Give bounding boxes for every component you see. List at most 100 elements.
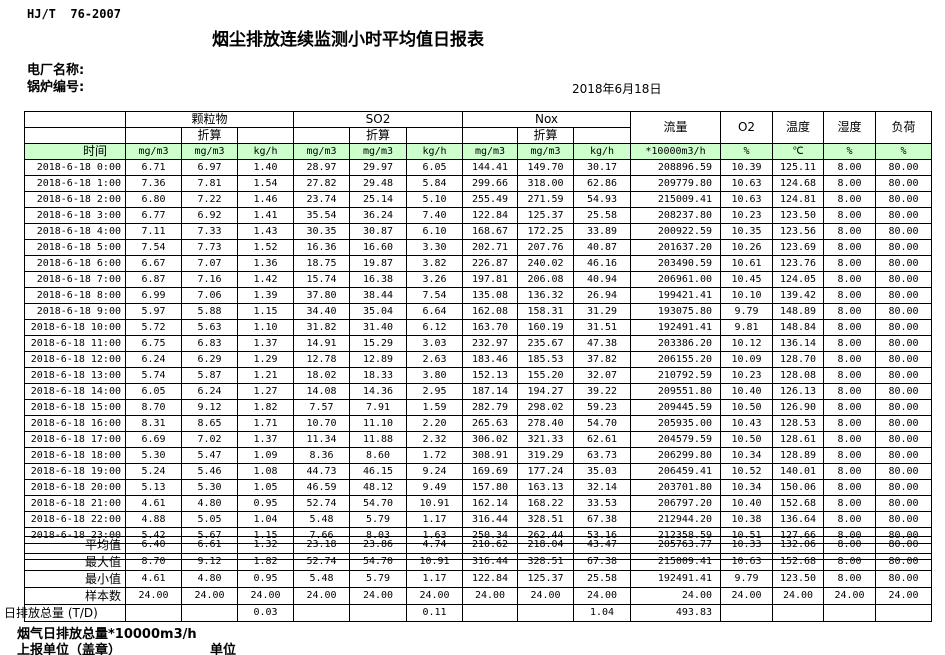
value-cell: 80.00 [875,271,932,288]
value-cell: 24.00 [875,587,932,605]
value-cell: 28.97 [293,159,350,176]
value-cell: 321.33 [517,431,574,448]
value-cell: 8.00 [823,495,876,512]
value-cell: 5.24 [125,463,182,480]
table-row: 2018-6-18 6:00 6.67 7.07 1.36 18.75 19.87 3.82… [24,255,932,272]
plant-name-label: 电厂名称: [27,63,85,78]
value-cell: 3.80 [406,367,463,384]
value-cell: 319.29 [517,447,574,464]
value-cell: 3.30 [406,239,463,256]
value-cell: 7.11 [125,223,182,240]
unit-cell: kg/h [573,143,631,160]
value-cell: 169.69 [462,463,518,480]
value-cell: 200922.59 [630,223,721,240]
unit-cell: mg/m3 [293,143,350,160]
value-cell: 39.22 [573,383,631,400]
value-cell: 1.08 [237,463,294,480]
value-cell: 1.71 [237,415,294,432]
value-cell: 7.06 [181,287,238,304]
value-cell: 10.40 [720,383,773,400]
value-cell: 54.70 [349,553,407,571]
value-cell: 8.00 [823,287,876,304]
col-group-particulate: 颗粒物 [125,111,294,128]
value-cell: 208896.59 [630,159,721,176]
value-cell: 7.07 [181,255,238,272]
header-empty-cell [24,111,126,128]
unit-cell: kg/h [406,143,463,160]
value-cell: 37.82 [573,351,631,368]
header-empty-cell [125,127,182,144]
value-cell: 1.59 [406,399,463,416]
value-cell: 14.91 [293,335,350,352]
value-cell: 18.33 [349,367,407,384]
value-cell: 10.26 [720,239,773,256]
value-cell: 298.02 [517,399,574,416]
value-cell: 1.41 [237,207,294,224]
value-cell: 148.89 [772,303,824,320]
value-cell: 1.29 [237,351,294,368]
value-cell: 9.12 [181,399,238,416]
value-cell: 3.03 [406,335,463,352]
value-cell: 5.46 [181,463,238,480]
converted-label: 折算 [349,127,407,144]
table-row: 2018-6-18 19:00 5.24 5.46 1.08 44.73 46.15 9.2… [24,463,932,480]
value-cell: 1.04 [237,511,294,528]
unit-cell: ℃ [772,143,824,160]
table-row: 2018-6-18 18:00 5.30 5.47 1.09 8.36 8.60 1.72 3… [24,447,932,464]
value-cell: 152.13 [462,367,518,384]
table-row: 2018-6-18 5:00 7.54 7.73 1.52 16.36 16.60 3.30… [24,239,932,256]
table-row: 样本数 24.00 24.00 24.00 24.00 24.00 24.00 24.00 24… [24,587,932,605]
value-cell: 9.79 [720,303,773,320]
value-cell: 10.91 [406,495,463,512]
value-cell: 24.00 [293,587,350,605]
value-cell: 1.04 [573,604,631,622]
value-cell: 14.08 [293,383,350,400]
value-cell: 4.88 [125,511,182,528]
value-cell: 8.00 [823,175,876,192]
value-cell: 80.00 [875,553,932,571]
unit-label: 单位 [210,643,237,655]
value-cell: 8.00 [823,399,876,416]
value-cell: 163.70 [462,319,518,336]
value-cell: 139.42 [772,287,824,304]
value-cell: 80.00 [875,495,932,512]
value-cell: 2.63 [406,351,463,368]
time-cell: 2018-6-18 22:00 [24,511,126,528]
value-cell: 271.59 [517,191,574,208]
converted-label: 折算 [517,127,574,144]
value-cell: 122.84 [462,207,518,224]
time-cell: 2018-6-18 15:00 [24,399,126,416]
value-cell: 208237.80 [630,207,721,224]
header-empty-cell [293,127,350,144]
value-cell: 62.61 [573,431,631,448]
value-cell: 80.00 [875,536,932,554]
value-cell: 5.48 [293,570,350,588]
value-cell: 24.00 [772,587,824,605]
value-cell: 0.03 [237,604,294,622]
value-cell: 24.00 [406,587,463,605]
table-row: 2018-6-18 12:00 6.24 6.29 1.29 12.78 12.89 2.6… [24,351,932,368]
value-cell: 8.00 [823,553,876,571]
value-cell: 172.25 [517,223,574,240]
value-cell: 7.33 [181,223,238,240]
table-row: 2018-6-18 20:00 5.13 5.30 1.05 46.59 48.12 9.4… [24,479,932,496]
value-cell: 10.23 [720,367,773,384]
value-cell: 8.00 [823,447,876,464]
value-cell: 8.00 [823,383,876,400]
value-cell: 8.65 [181,415,238,432]
value-cell: 1.72 [406,447,463,464]
value-cell: 31.29 [573,303,631,320]
value-cell: 123.56 [772,223,824,240]
value-cell: 11.34 [293,431,350,448]
value-cell: 7.57 [293,399,350,416]
summary-label-cell: 平均值 [24,536,126,554]
value-cell: 7.22 [181,191,238,208]
value-cell: 40.94 [573,271,631,288]
value-cell: 4.80 [181,570,238,588]
value-cell: 24.00 [517,587,574,605]
value-cell: 27.82 [293,175,350,192]
value-cell: 8.00 [823,319,876,336]
value-cell: 128.89 [772,447,824,464]
value-cell: 8.36 [293,447,350,464]
time-cell: 2018-6-18 8:00 [24,287,126,304]
